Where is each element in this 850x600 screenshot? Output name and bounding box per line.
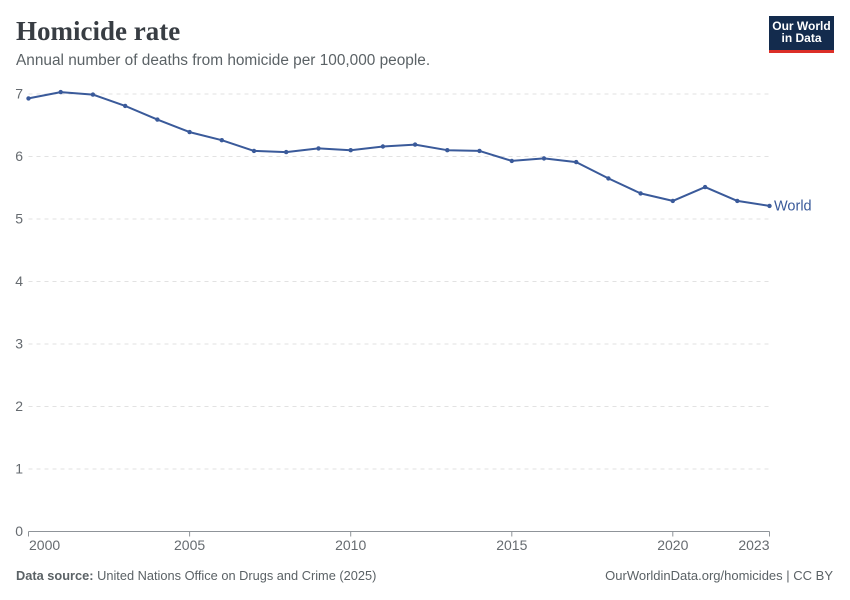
svg-text:5: 5 xyxy=(15,211,23,227)
svg-text:1: 1 xyxy=(15,461,23,477)
svg-text:6: 6 xyxy=(15,148,23,164)
svg-text:World: World xyxy=(774,199,812,215)
svg-text:2000: 2000 xyxy=(29,537,60,553)
svg-text:2015: 2015 xyxy=(496,537,527,553)
svg-text:2005: 2005 xyxy=(174,537,205,553)
svg-text:4: 4 xyxy=(15,273,23,289)
svg-text:2010: 2010 xyxy=(335,537,366,553)
svg-text:0: 0 xyxy=(15,523,23,539)
svg-text:7: 7 xyxy=(15,86,23,102)
svg-text:2023: 2023 xyxy=(738,537,769,553)
svg-text:3: 3 xyxy=(15,336,23,352)
svg-text:2020: 2020 xyxy=(657,537,688,553)
svg-text:2: 2 xyxy=(15,398,23,414)
